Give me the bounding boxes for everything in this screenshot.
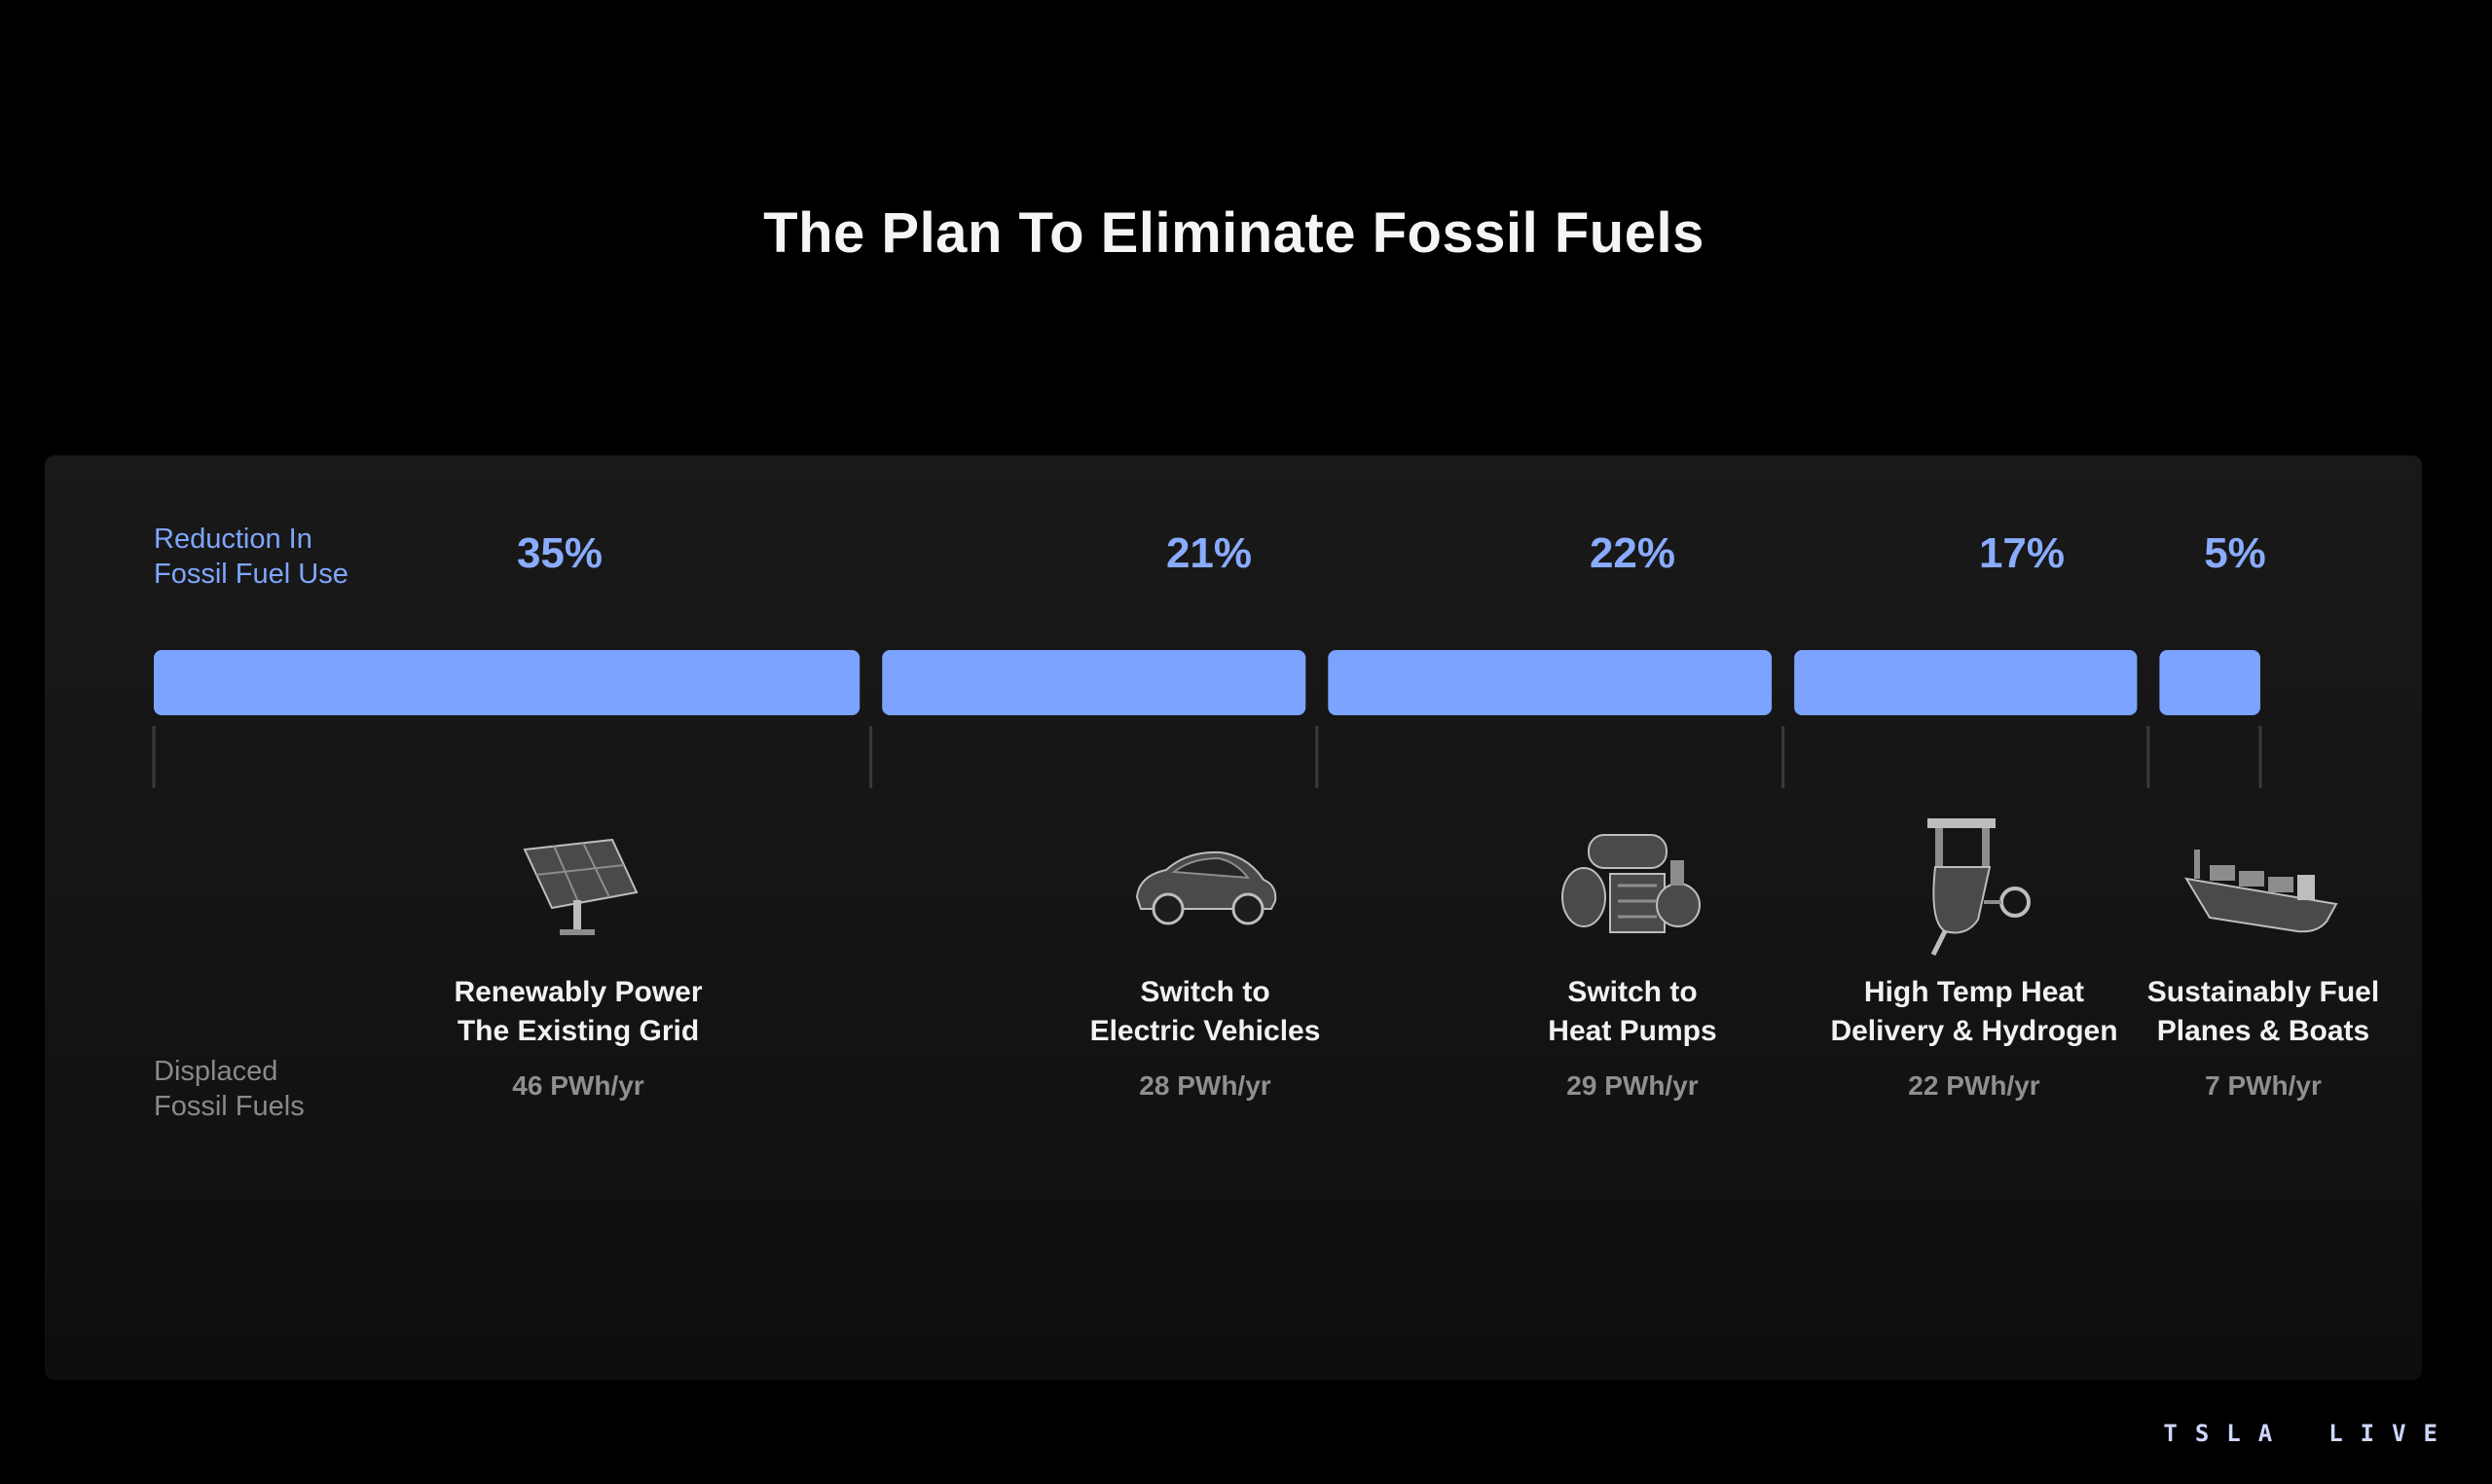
displaced-row-label: Displaced Fossil Fuels [154, 1054, 305, 1124]
bar-segment-2 [882, 650, 1306, 715]
solar-panel-icon [515, 832, 641, 944]
reduction-label-line1: Reduction In [154, 524, 312, 555]
category-name-2: Switch to Electric Vehicles [1049, 973, 1361, 1051]
bar-segment-4 [1794, 650, 2138, 715]
percent-label-5: 5% [2204, 529, 2266, 577]
category-name-line: Planes & Boats [2156, 1015, 2370, 1047]
percent-label-2: 21% [1165, 529, 1253, 577]
category-name-line: The Existing Grid [457, 1015, 700, 1047]
displaced-label-line2: Fossil Fuels [154, 1091, 305, 1122]
bar-segment-3 [1328, 650, 1773, 715]
displaced-value-5: 7 PWh/yr [2205, 1070, 2322, 1101]
cargo-ship-icon [2180, 832, 2346, 944]
bar-segment-5 [2159, 650, 2260, 715]
displaced-value-1: 46 PWh/yr [512, 1070, 644, 1101]
page-title: The Plan To Eliminate Fossil Fuels [763, 201, 1704, 265]
category-name-3: Switch to Heat Pumps [1477, 973, 1788, 1051]
reduction-label-line2: Fossil Fuel Use [154, 559, 348, 590]
category-name-line: Switch to [1140, 976, 1270, 1008]
heat-pump-icon [1550, 827, 1715, 949]
displaced-label-line1: Displaced [154, 1056, 278, 1087]
category-name-5: Sustainably Fuel Planes & Boats [2107, 973, 2419, 1051]
percent-label-1: 35% [516, 529, 604, 577]
displaced-value-2: 28 PWh/yr [1139, 1070, 1271, 1101]
brand-part1: TSLA [2163, 1420, 2290, 1447]
brand-part2: LIVE [2328, 1420, 2455, 1447]
category-name-1: Renewably Power The Existing Grid [422, 973, 734, 1051]
displaced-value-3: 29 PWh/yr [1566, 1070, 1699, 1101]
category-name-4: High Temp Heat Delivery & Hydrogen [1818, 973, 2130, 1051]
category-name-line: Heat Pumps [1548, 1015, 1717, 1047]
category-name-line: Renewably Power [454, 976, 703, 1008]
percent-label-3: 22% [1589, 529, 1676, 577]
category-name-line: Switch to [1567, 976, 1698, 1008]
percent-label-4: 17% [1978, 529, 2066, 577]
category-name-line: Electric Vehicles [1089, 1015, 1321, 1047]
category-name-line: Sustainably Fuel [2146, 976, 2380, 1008]
electric-car-icon [1127, 837, 1283, 939]
industrial-heat-icon [1906, 813, 2042, 963]
reduction-row-label: Reduction In Fossil Fuel Use [154, 522, 348, 592]
bar-segment-1 [154, 650, 861, 715]
tesla-live-logo: TSLA LIVE [2163, 1420, 2455, 1447]
category-name-line: High Temp Heat [1863, 976, 2085, 1008]
displaced-value-4: 22 PWh/yr [1908, 1070, 2040, 1101]
chart-panel [45, 455, 2422, 1380]
category-name-line: Delivery & Hydrogen [1830, 1015, 2118, 1047]
